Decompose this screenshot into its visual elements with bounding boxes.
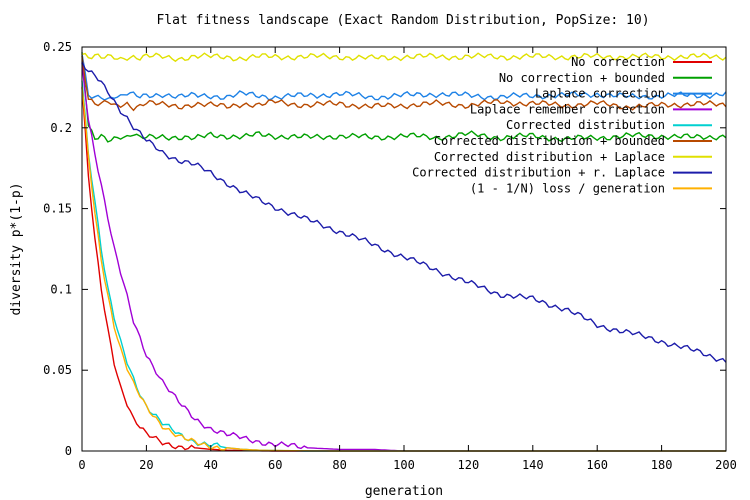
- y-tick-label: 0.25: [43, 40, 72, 54]
- legend-label: Corrected distribution + r. Laplace: [412, 166, 665, 180]
- legend-label: Corrected distribution: [506, 118, 665, 132]
- x-tick-label: 0: [78, 458, 85, 472]
- series-group: [81, 52, 727, 452]
- x-tick-label: 100: [393, 458, 415, 472]
- x-tick-label: 60: [268, 458, 282, 472]
- x-axis: 0 20 40 60 80 100 120 140 160 180 200: [78, 47, 737, 472]
- series-line-2: [81, 53, 727, 101]
- series-line-5: [81, 55, 727, 112]
- legend-label: (1 - 1/N) loss / generation: [470, 181, 665, 195]
- y-tick-label: 0.1: [50, 282, 72, 296]
- x-tick-label: 40: [204, 458, 218, 472]
- y-axis: 0 0.05 0.1 0.15 0.2 0.25: [43, 40, 726, 458]
- x-tick-label: 20: [139, 458, 153, 472]
- series-line-7: [81, 61, 727, 363]
- x-tick-label: 140: [522, 458, 544, 472]
- legend-label: Corrected distribution + Laplace: [434, 150, 665, 164]
- x-tick-label: 80: [332, 458, 346, 472]
- y-tick-label: 0.15: [43, 202, 72, 216]
- legend: No correction No correction + bounded Lapl…: [412, 55, 712, 195]
- x-tick-label: 120: [458, 458, 480, 472]
- y-axis-title: diversity p*(1-p): [9, 182, 24, 315]
- legend-label: No correction: [571, 55, 665, 69]
- legend-label: No correction + bounded: [499, 71, 665, 85]
- y-tick-label: 0.2: [50, 121, 72, 135]
- y-tick-label: 0.05: [43, 363, 72, 377]
- chart-title: Flat fitness landscape (Exact Random Dis…: [156, 13, 649, 28]
- series-line-1: [81, 52, 727, 143]
- legend-label: Laplace correction: [535, 87, 665, 101]
- x-tick-label: 200: [715, 458, 737, 472]
- legend-label: Laplace remember correction: [470, 102, 665, 116]
- x-tick-label: 160: [586, 458, 608, 472]
- x-axis-title: generation: [365, 484, 443, 499]
- x-tick-label: 180: [651, 458, 673, 472]
- legend-label: Corrected distribution + bounded: [434, 134, 665, 148]
- series-line-6: [81, 52, 727, 63]
- y-tick-label: 0: [65, 444, 72, 458]
